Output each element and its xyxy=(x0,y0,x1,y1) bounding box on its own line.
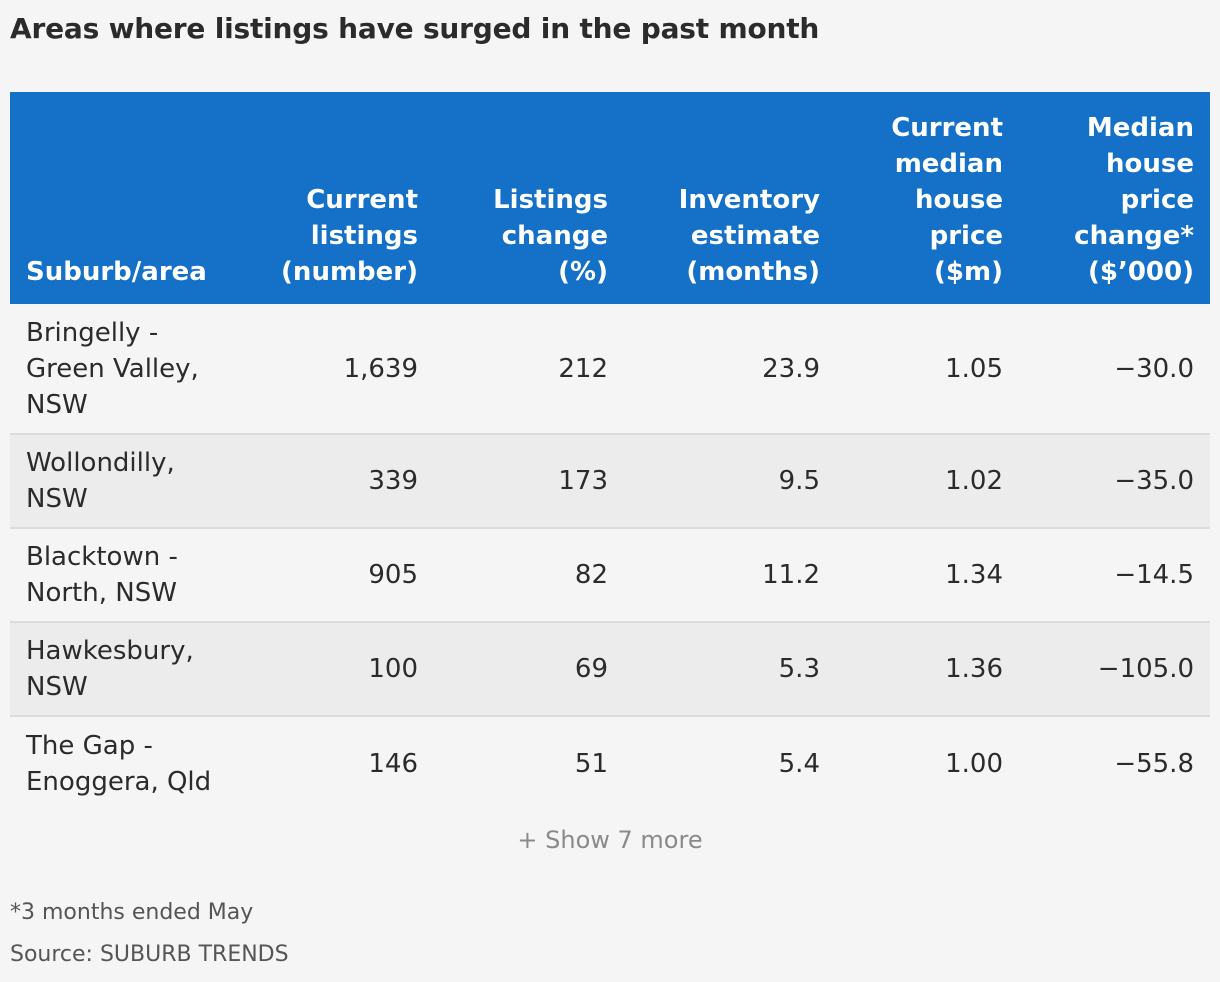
suburb-name-line: NSW xyxy=(26,389,88,420)
column-header-median-price-change: Median house price change* ($’000) xyxy=(1019,92,1210,304)
table-row: Wollondilly, NSW 339 173 9.5 1.02 −35.0 xyxy=(10,434,1210,528)
column-header-line: Current xyxy=(306,185,418,215)
cell-suburb: Bringelly - Green Valley, NSW xyxy=(10,304,254,434)
cell-median-price-change: −30.0 xyxy=(1114,353,1194,384)
suburb-name-line: Enoggera, Qld xyxy=(26,766,212,797)
column-header-line: Listings xyxy=(493,185,608,215)
cell-inventory-estimate: 9.5 xyxy=(778,466,820,496)
cell-median-price-change: −35.0 xyxy=(1114,466,1194,496)
suburb-name-line: NSW xyxy=(26,484,88,514)
column-header-line: estimate xyxy=(690,221,820,251)
suburb-name-line: Hawkesbury, xyxy=(26,636,194,666)
cell-median-price-change: −105.0 xyxy=(1097,654,1194,684)
cell-suburb: Hawkesbury, NSW xyxy=(10,622,254,716)
cell-suburb: The Gap - Enoggera, Qld xyxy=(10,716,254,810)
column-header-line: Inventory xyxy=(678,185,820,215)
column-header-line: Current xyxy=(891,113,1003,143)
listings-table: Suburb/area Current listings (number) List… xyxy=(10,92,1210,810)
cell-listings-change: 82 xyxy=(574,560,608,590)
table-row: Bringelly - Green Valley, NSW 1,639 212 23.9 1… xyxy=(10,304,1210,434)
column-header-line: median xyxy=(894,149,1003,179)
column-header-line: price xyxy=(929,221,1003,251)
column-header-line: house xyxy=(1106,149,1194,179)
table-header: Suburb/area Current listings (number) List… xyxy=(10,92,1210,304)
cell-median-price: 1.00 xyxy=(945,748,1003,779)
column-header-line: ($m) xyxy=(934,257,1003,287)
cell-inventory-estimate: 5.3 xyxy=(778,654,820,684)
cell-suburb: Blacktown - North, NSW xyxy=(10,528,254,622)
suburb-name-line: The Gap - xyxy=(26,730,153,761)
table-row: Hawkesbury, NSW 100 69 5.3 1.36 −105.0 xyxy=(10,622,1210,716)
cell-listings-change: 69 xyxy=(574,654,608,684)
column-header-line: Median xyxy=(1086,113,1194,143)
table-body: Bringelly - Green Valley, NSW 1,639 212 23.9 1… xyxy=(10,304,1210,810)
suburb-name-line: Wollondilly, xyxy=(26,448,175,478)
column-header-line: house xyxy=(915,185,1003,215)
column-header-line: listings xyxy=(310,221,418,251)
cell-current-listings: 339 xyxy=(368,466,418,496)
cell-median-price: 1.05 xyxy=(945,353,1003,384)
chart-title: Areas where listings have surged in the … xyxy=(10,12,820,45)
cell-inventory-estimate: 5.4 xyxy=(778,748,820,779)
suburb-name-line: NSW xyxy=(26,672,88,702)
column-header-line: (number) xyxy=(281,257,418,287)
column-header-median-price: Current median house price ($m) xyxy=(836,92,1019,304)
column-header-line: (%) xyxy=(558,257,608,287)
column-header-line: Suburb/area xyxy=(26,257,207,287)
suburb-name-line: Bringelly - xyxy=(26,317,159,348)
cell-median-price: 1.34 xyxy=(945,560,1003,590)
column-header-current-listings: Current listings (number) xyxy=(254,92,434,304)
suburb-name-line: Green Valley, xyxy=(26,353,199,384)
cell-median-price: 1.02 xyxy=(945,466,1003,496)
cell-suburb: Wollondilly, NSW xyxy=(10,434,254,528)
cell-median-price: 1.36 xyxy=(945,654,1003,684)
table-row: Blacktown - North, NSW 905 82 11.2 1.34 −14.5 xyxy=(10,528,1210,622)
cell-current-listings: 100 xyxy=(368,654,418,684)
column-header-line: change xyxy=(501,221,608,251)
column-header-suburb: Suburb/area xyxy=(10,92,254,304)
column-header-line: ($’000) xyxy=(1087,257,1194,287)
cell-current-listings: 905 xyxy=(368,560,418,590)
cell-inventory-estimate: 23.9 xyxy=(762,353,820,384)
table-row: The Gap - Enoggera, Qld 146 51 5.4 1.00 −55.8 xyxy=(10,716,1210,810)
column-header-line: (months) xyxy=(686,257,820,287)
column-header-line: change* xyxy=(1074,221,1194,251)
cell-median-price-change: −14.5 xyxy=(1114,560,1194,590)
header-row: Suburb/area Current listings (number) List… xyxy=(10,92,1210,304)
cell-current-listings: 1,639 xyxy=(343,353,418,384)
suburb-name-line: North, NSW xyxy=(26,578,177,608)
cell-current-listings: 146 xyxy=(368,748,418,779)
show-more-button[interactable]: + Show 7 more xyxy=(517,826,703,854)
suburb-name-line: Blacktown - xyxy=(26,542,178,572)
column-header-listings-change: Listings change (%) xyxy=(434,92,624,304)
cell-median-price-change: −55.8 xyxy=(1114,748,1194,779)
cell-listings-change: 173 xyxy=(558,466,608,496)
column-header-line: price xyxy=(1120,185,1194,215)
source-note: Source: SUBURB TRENDS xyxy=(10,942,289,967)
cell-inventory-estimate: 11.2 xyxy=(762,560,820,590)
cell-listings-change: 212 xyxy=(558,353,608,384)
cell-listings-change: 51 xyxy=(574,748,608,779)
footnote: *3 months ended May xyxy=(10,900,254,925)
column-header-inventory-estimate: Inventory estimate (months) xyxy=(624,92,836,304)
